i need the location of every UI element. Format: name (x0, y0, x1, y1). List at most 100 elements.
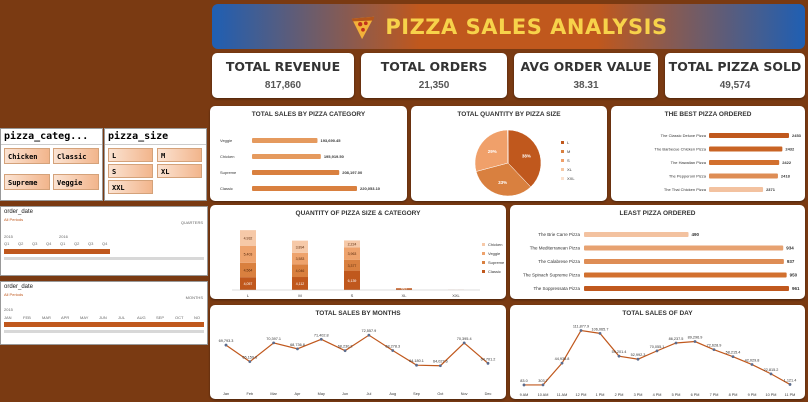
slicer-item-chicken[interactable]: Chicken (4, 148, 50, 164)
data-label: 68,230.2 (338, 345, 353, 349)
bar (252, 138, 318, 143)
kpi-label: TOTAL PIZZA SOLD (668, 59, 802, 74)
panel-sales-of-day: TOTAL SALES OF DAY 83.0 9 AM 303.7 10 AM 44,… (510, 305, 805, 399)
panel-qty-by-size: TOTAL QUANTITY BY PIZZA SIZE 38% 33% 29% L M… (411, 106, 607, 201)
timeline-selection-bar[interactable] (4, 249, 110, 254)
timeline-tick[interactable]: JUL (118, 315, 126, 320)
data-point (462, 341, 466, 345)
data-label: 3,377 (348, 264, 357, 268)
panel-sales-by-month: TOTAL SALES BY MONTHS 69,793.3 Jan 65,159.… (210, 305, 506, 399)
data-point (272, 341, 276, 345)
timeline-year: 2015 (4, 234, 13, 239)
data-label: 65,159.6 (242, 356, 257, 360)
timeline-tick[interactable]: NO (194, 315, 200, 320)
kpi-label: AVG ORDER VALUE (520, 59, 652, 74)
pie-slice (475, 162, 532, 197)
data-label: 4,057 (244, 282, 253, 286)
tick-label: Aug (389, 392, 396, 396)
tick-label: 10 PM (766, 393, 777, 397)
timeline-tick[interactable]: OCT (175, 315, 184, 320)
data-label: 208,197.00 (342, 170, 363, 175)
tick-label: 2 PM (615, 393, 624, 397)
timeline-months[interactable]: order_date All Periods MONTHS 2015 JAN FE… (0, 281, 208, 345)
bar-segment (292, 252, 308, 265)
tick-label: Jun (342, 392, 348, 396)
legend-swatch (561, 177, 564, 180)
slicer-item-xl[interactable]: XL (157, 164, 202, 178)
timeline-tick[interactable]: FEB (23, 315, 31, 320)
timeline-tick[interactable]: Q2 (18, 241, 24, 246)
timeline-field: order_date (4, 284, 34, 290)
pizza-icon (352, 16, 375, 39)
timeline-quarters[interactable]: order_date All Periods QUARTERS 2015 201… (0, 206, 208, 276)
data-point (712, 348, 716, 352)
slicer-item-classic[interactable]: Classic (53, 148, 99, 164)
data-point (415, 363, 418, 367)
bar (584, 272, 787, 278)
bar (584, 245, 784, 251)
tick-label: Mar (270, 392, 277, 396)
data-label: 29% (488, 149, 497, 154)
timeline-scale[interactable]: QUARTERS (180, 220, 203, 225)
category-label: XL (402, 293, 408, 298)
category-label: S (351, 293, 354, 298)
slicer-item-l[interactable]: L (108, 148, 153, 162)
slicer-item-m[interactable]: M (157, 148, 202, 162)
timeline-tick[interactable]: JUN (99, 315, 107, 320)
slicer-pizza-category[interactable]: pizza_categ... Chicken Classic Supreme V… (0, 128, 103, 201)
legend-swatch (561, 168, 564, 171)
data-point (224, 343, 228, 347)
data-label: 2453 (792, 133, 802, 138)
slicer-pizza-size[interactable]: pizza_size L M S XL XXL (104, 128, 207, 201)
timeline-tick[interactable]: AUG (137, 315, 146, 320)
timeline-scrollbar[interactable] (4, 257, 204, 260)
timeline-tick[interactable]: SEP (156, 315, 165, 320)
data-label: 2418 (781, 174, 791, 179)
data-label: 195,919.50 (324, 154, 345, 159)
kpi-value: 38.31 (573, 80, 599, 91)
bar (252, 154, 321, 159)
timeline-tick[interactable]: Q1 (60, 241, 66, 246)
bar (709, 160, 780, 165)
timeline-scale[interactable]: MONTHS (185, 295, 203, 300)
timeline-selection-bar[interactable] (4, 322, 204, 327)
timeline-field: order_date (4, 209, 34, 215)
timeline-scrollbar[interactable] (4, 330, 204, 333)
data-label: 38% (522, 154, 531, 159)
chart-sales-by-category: Veggie 193,690.45 Chicken 195,919.50 Supreme… (220, 138, 381, 191)
timeline-tick[interactable]: Q3 (88, 241, 94, 246)
tick-label: 9 PM (748, 393, 757, 397)
data-label: 937 (787, 259, 795, 264)
timeline-tick[interactable]: MAY (80, 315, 89, 320)
chart-least-pizza: The Brie Carre Pizza 490 The Mediterranean… (523, 232, 800, 291)
bar (709, 173, 778, 179)
kpi-total-revenue: TOTAL REVENUE 817,860 (212, 53, 354, 98)
timeline-tick[interactable]: APR (61, 315, 70, 320)
timeline-tick[interactable]: Q2 (74, 241, 80, 246)
slicer-item-s[interactable]: S (108, 164, 153, 178)
legend-swatch (482, 252, 485, 255)
bar (584, 232, 689, 237)
timeline-tick[interactable]: MAR (42, 315, 51, 320)
tick-label: 9 AM (520, 393, 529, 397)
legend-swatch (561, 141, 564, 144)
slicer-item-xxl[interactable]: XXL (108, 180, 153, 194)
data-label: 59,201.4 (612, 350, 627, 354)
data-point (522, 383, 526, 387)
data-label: 490 (692, 232, 700, 237)
timeline-tick[interactable]: Q1 (4, 241, 10, 246)
data-point (750, 363, 754, 366)
timeline-tick[interactable]: Q4 (102, 241, 108, 246)
data-label: 71,402.8 (314, 333, 329, 337)
timeline-tick[interactable]: Q3 (32, 241, 38, 246)
legend-swatch (561, 150, 564, 153)
slicer-item-veggie[interactable]: Veggie (53, 174, 99, 190)
data-label: 64,701.2 (481, 357, 496, 361)
timeline-tick[interactable]: JAN (4, 315, 12, 320)
data-label: 934 (786, 246, 794, 251)
data-label: 22,815.2 (764, 368, 779, 372)
timeline-tick[interactable]: Q4 (46, 241, 52, 246)
legend-label: S (567, 158, 570, 163)
slicer-item-supreme[interactable]: Supreme (4, 174, 50, 190)
bar-segment (344, 259, 360, 271)
